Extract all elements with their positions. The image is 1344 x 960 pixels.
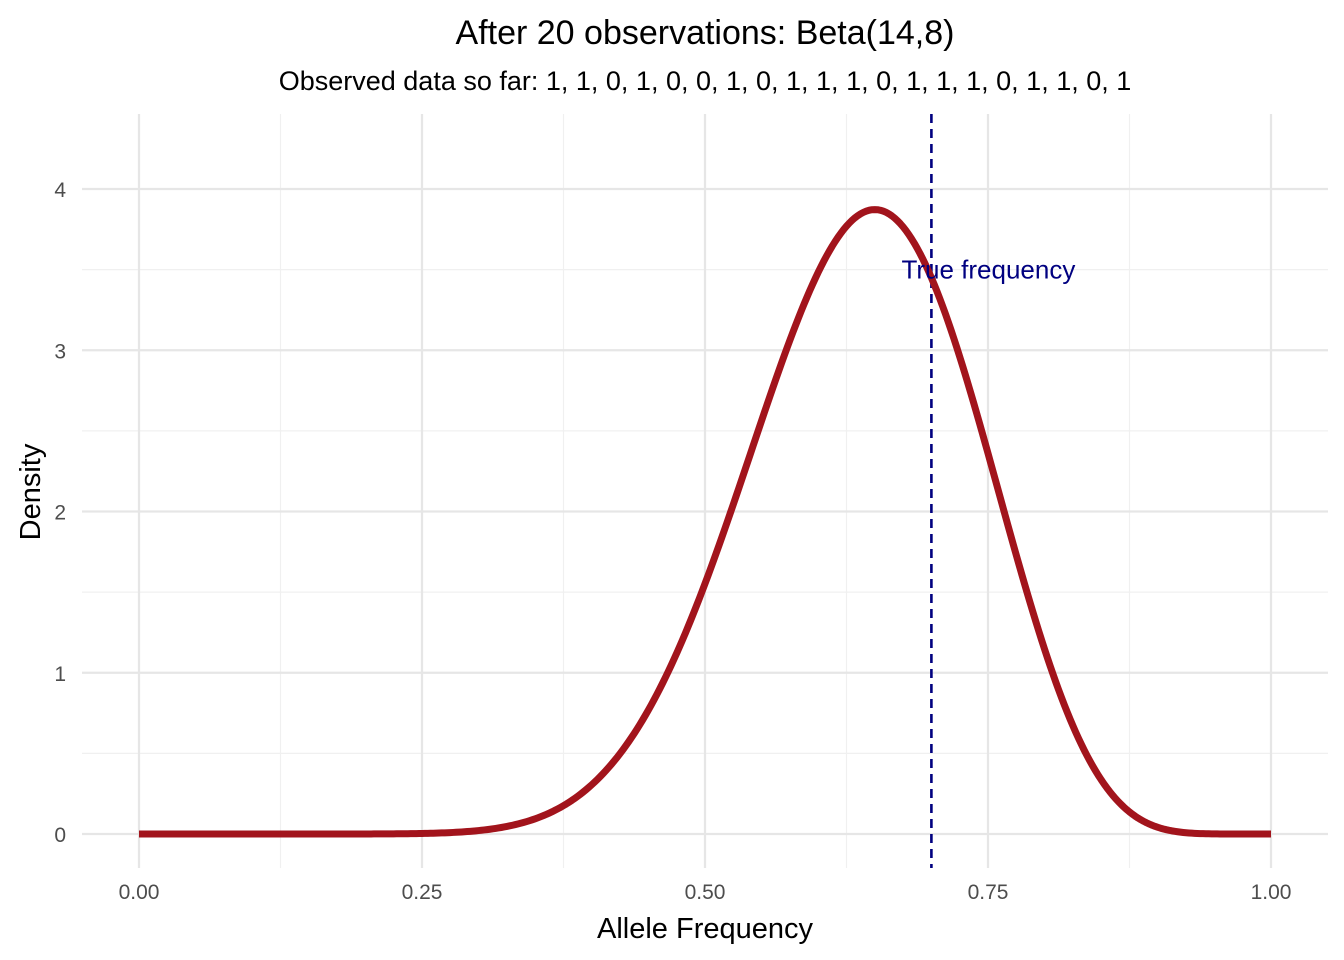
x-tick-label: 0.50 xyxy=(685,881,726,904)
y-tick-label: 3 xyxy=(54,340,66,363)
x-tick-label: 0.25 xyxy=(402,881,443,904)
chart-annotations: True frequency xyxy=(901,255,1075,285)
y-axis-ticks: 0 1 2 3 4 xyxy=(54,179,66,847)
density-series xyxy=(138,206,1272,838)
true-frequency-label: True frequency xyxy=(901,255,1075,285)
chart-subtitle: Observed data so far: 1, 1, 0, 1, 0, 0, … xyxy=(279,66,1132,96)
y-axis-title: Density xyxy=(15,443,47,540)
x-axis-title: Allele Frequency xyxy=(597,913,813,945)
y-tick-label: 4 xyxy=(54,179,66,202)
chart-title: After 20 observations: Beta(14,8) xyxy=(456,14,955,52)
y-tick-label: 1 xyxy=(54,663,66,686)
x-tick-label: 0.00 xyxy=(119,881,160,904)
y-tick-label: 2 xyxy=(54,502,66,525)
x-tick-label: 0.75 xyxy=(968,881,1009,904)
x-axis-ticks: 0.00 0.25 0.50 0.75 1.00 xyxy=(119,881,1292,904)
beta-density-curve xyxy=(138,206,1272,838)
major-gridlines xyxy=(82,114,1328,868)
y-tick-label: 0 xyxy=(54,824,66,847)
x-tick-label: 1.00 xyxy=(1251,881,1292,904)
